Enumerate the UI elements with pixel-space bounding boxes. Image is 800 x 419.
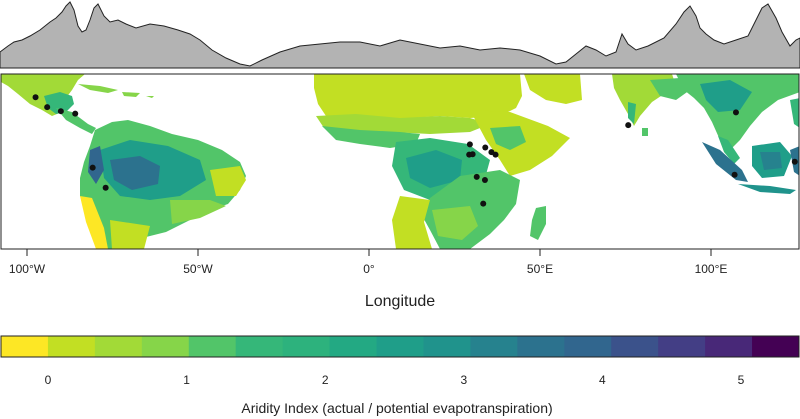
study-site-point <box>731 171 738 178</box>
study-site-point <box>791 158 798 165</box>
bolivia-dry <box>110 220 150 249</box>
borneo-core-wet <box>760 152 782 170</box>
study-site-point <box>473 173 480 180</box>
colorbar-bin <box>329 336 378 357</box>
x-axis-tick-label: 50°W <box>183 262 213 276</box>
elevation-profile-panel <box>0 1 800 69</box>
study-site-point <box>44 104 51 111</box>
zambia-moderate <box>432 206 478 240</box>
southern-africa-dry <box>392 196 432 249</box>
congo-core-wet <box>406 150 462 188</box>
colorbar-tick-label: 4 <box>599 373 606 387</box>
study-site-point <box>102 184 109 191</box>
malay-peninsula <box>718 136 740 164</box>
x-axis-tick-label: 0° <box>363 262 375 276</box>
java-land <box>738 184 796 194</box>
study-sites-layer <box>32 94 798 207</box>
study-site-point <box>72 110 79 117</box>
colorbar-bin <box>1 336 49 357</box>
india-northeast-wet <box>650 78 690 100</box>
colorbar-frame <box>0 335 800 358</box>
colorbar-bin <box>752 336 800 357</box>
colorbar-bin <box>47 336 96 357</box>
study-site-point <box>480 200 487 207</box>
colorbar-bin <box>423 336 471 357</box>
colorbar-bin <box>94 336 143 357</box>
colorbar-bin <box>282 336 331 357</box>
colorbar-bin <box>705 336 753 357</box>
elevation-profile-area <box>0 1 800 69</box>
study-site-point <box>32 94 39 101</box>
x-axis-title: Longitude <box>365 293 435 310</box>
colorbar-bin <box>376 336 424 357</box>
x-axis: 100°W 50°W 0° 50°E 100°E <box>1 248 799 276</box>
study-site-point <box>57 108 64 115</box>
study-site-point <box>625 122 632 129</box>
colorbar-bin <box>188 336 237 357</box>
brazil-central-moderate <box>170 200 226 224</box>
sahel-land <box>316 114 490 134</box>
colorbar-bin <box>235 336 284 357</box>
x-axis-tick-label: 100°W <box>9 262 46 276</box>
study-site-point <box>469 151 476 158</box>
study-site-point <box>482 144 489 151</box>
philippines-land <box>790 98 799 128</box>
colorbar-title: Aridity Index (actual / potential evapot… <box>241 400 552 416</box>
x-axis-tick-label: 100°E <box>695 262 728 276</box>
colorbar-bin <box>658 336 706 357</box>
sumatra-land <box>702 142 748 182</box>
yucatan-land <box>44 92 74 114</box>
cuba-land <box>78 84 118 93</box>
madagascar-land <box>530 206 546 240</box>
colorbar-bin <box>141 336 190 357</box>
study-site-point <box>89 164 96 171</box>
colorbar <box>1 336 800 357</box>
map-panel <box>0 73 800 250</box>
arabia-coast-land <box>524 74 582 104</box>
colorbar-tick-label: 1 <box>183 373 190 387</box>
colorbar-tick-label: 2 <box>322 373 329 387</box>
colorbar-bin <box>611 336 659 357</box>
africa-north-land <box>314 74 522 120</box>
peru-coast-desert <box>80 196 108 249</box>
hispaniola-land <box>122 92 140 97</box>
ethiopia-highlands <box>490 126 526 150</box>
colorbar-tick-label: 5 <box>738 373 745 387</box>
colorbar-tick-label: 0 <box>45 373 52 387</box>
study-site-point <box>481 177 488 184</box>
west-africa-coast <box>322 126 420 148</box>
colorbar-ticks: 0 1 2 3 4 5 <box>45 373 745 387</box>
colorbar-bin <box>564 336 612 357</box>
x-axis-tick-label: 50°E <box>527 262 553 276</box>
study-site-point <box>466 141 473 148</box>
colorbar-bin <box>470 336 518 357</box>
indochina-wet <box>700 80 752 112</box>
india-west-ghats <box>628 102 636 124</box>
study-site-point <box>492 151 499 158</box>
colorbar-bin <box>517 336 565 357</box>
central-america-isthmus <box>56 108 96 134</box>
amazon-core-wet <box>110 156 160 190</box>
colorbar-tick-label: 3 <box>460 373 467 387</box>
puerto-rico-land <box>146 96 154 98</box>
sri-lanka-land <box>642 128 648 136</box>
study-site-point <box>732 109 739 116</box>
northeast-brazil-dry <box>210 166 246 196</box>
land-layer <box>1 74 799 249</box>
andes-wet-west <box>88 146 104 184</box>
